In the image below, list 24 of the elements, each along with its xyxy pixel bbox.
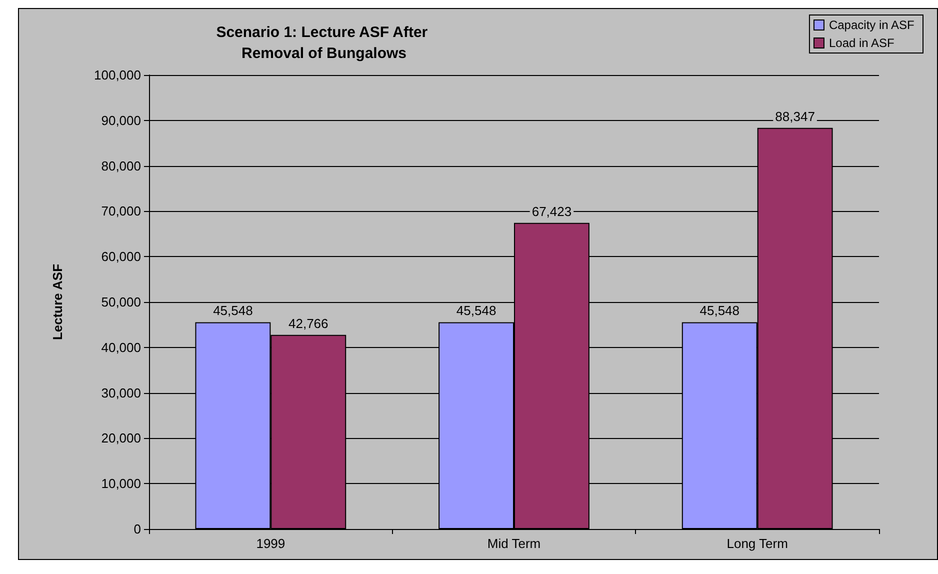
y-tick-label: 20,000 xyxy=(101,430,141,446)
legend-label: Capacity in ASF xyxy=(828,18,914,32)
y-tick-label: 100,000 xyxy=(94,68,141,82)
y-tick-label: 80,000 xyxy=(101,158,141,174)
x-tick-label: Mid Term xyxy=(487,536,541,551)
y-tick-label: 90,000 xyxy=(101,112,141,128)
y-tick-label: 60,000 xyxy=(101,249,141,264)
data-label: 45,548 xyxy=(700,303,740,318)
x-tick-label: 1999 xyxy=(256,536,286,551)
data-label: 45,548 xyxy=(213,303,253,318)
data-label: 88,347 xyxy=(775,108,815,124)
data-label: 67,423 xyxy=(532,204,572,219)
legend-label: Load in ASF xyxy=(828,36,894,50)
y-tick-label: 70,000 xyxy=(101,204,141,219)
y-axis-title: Lecture ASF xyxy=(50,264,65,340)
chart-title: Scenario 1: Lecture ASF After Removal of Bungalows xyxy=(216,24,432,62)
y-tick-label: 10,000 xyxy=(101,476,141,492)
y-tick-label: 50,000 xyxy=(101,294,141,310)
y-tick-label: 0 xyxy=(134,522,141,536)
y-tick-label: 40,000 xyxy=(101,340,141,355)
data-label: 42,766 xyxy=(288,316,328,331)
data-label: 45,548 xyxy=(456,303,496,318)
x-tick-label: Long Term xyxy=(726,536,788,551)
y-tick-label: 30,000 xyxy=(101,385,141,400)
